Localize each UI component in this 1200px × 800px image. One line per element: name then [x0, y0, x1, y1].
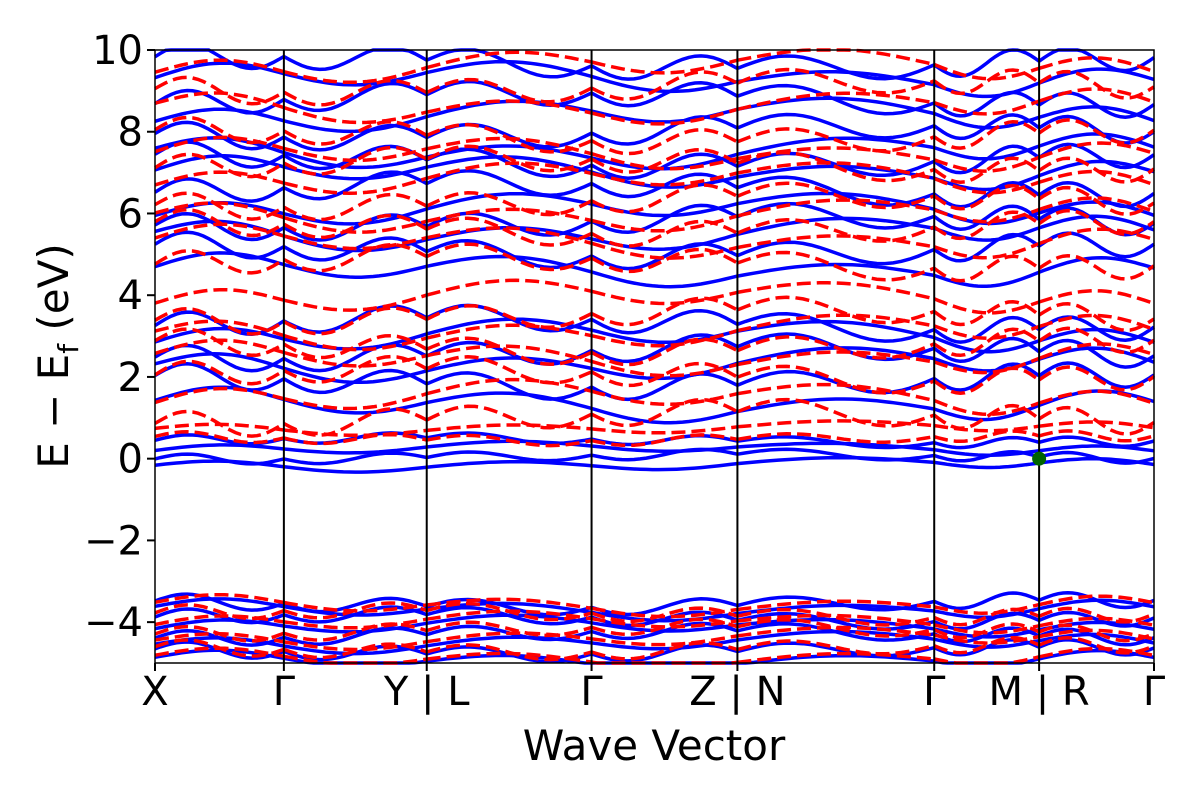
x-tick-label: Γ — [580, 669, 603, 715]
y-tick-label: −2 — [84, 518, 143, 564]
bands-blue-solid — [154, 48, 1155, 665]
band-line-red — [154, 242, 1155, 283]
band-line-red — [154, 397, 1155, 438]
y-tick-label: 8 — [118, 110, 143, 156]
band-line-red — [154, 48, 1155, 85]
kpoint-vertical-lines — [282, 50, 1041, 663]
band-line-blue — [154, 431, 1155, 450]
y-tick-label: 0 — [118, 437, 143, 483]
band-line-red — [154, 181, 1155, 222]
x-tick-label: X — [141, 669, 168, 715]
band-line-red — [154, 115, 1155, 156]
fermi-marker-group — [1032, 451, 1047, 466]
plot-frame — [154, 49, 1155, 664]
x-tick-label: Γ — [923, 669, 946, 715]
x-tick-label: Z | N — [689, 669, 785, 715]
y-axis-label-main: E − E — [29, 354, 78, 469]
x-tick-label: M | R — [989, 669, 1090, 715]
x-ticks: X Γ Y | L Γ Z | N Γ M | R Γ — [141, 663, 1166, 715]
band-line-red — [154, 161, 1155, 195]
y-tick-label: 2 — [118, 355, 143, 401]
y-tick-label: 4 — [118, 273, 143, 319]
x-tick-label: Γ — [273, 669, 296, 715]
y-axis-label-sub: f — [52, 343, 85, 354]
band-line-red — [154, 617, 1155, 643]
band-line-red — [154, 295, 1155, 336]
band-line-red — [154, 144, 1155, 184]
band-line-red — [154, 87, 1155, 126]
band-line-red — [154, 196, 1155, 234]
band-line-blue — [154, 597, 1155, 623]
band-line-red — [154, 278, 1155, 315]
band-line-red — [154, 326, 1155, 367]
y-tick-label: 10 — [92, 28, 143, 74]
y-ticks: −4 −2 0 2 4 6 8 10 — [84, 28, 155, 646]
band-line-blue — [154, 48, 1155, 81]
y-axis-label: E − Ef (eV) — [29, 243, 85, 469]
band-line-blue — [154, 447, 1155, 466]
band-line-blue — [154, 112, 1155, 152]
band-line-blue — [154, 590, 1155, 617]
fermi-point-marker — [1032, 451, 1047, 466]
band-line-red — [154, 354, 1155, 395]
y-tick-label: −4 — [84, 600, 143, 646]
band-line-red — [154, 207, 1155, 248]
band-line-red — [154, 429, 1155, 448]
band-line-blue — [154, 201, 1155, 242]
x-tick-label: Y | L — [383, 669, 470, 715]
bands-red-dashed — [154, 48, 1155, 665]
y-axis-label-unit: (eV) — [29, 243, 78, 344]
band-line-blue — [154, 79, 1155, 119]
band-line-red — [154, 593, 1155, 619]
y-tick-label: 6 — [118, 191, 143, 237]
band-line-red — [154, 377, 1155, 417]
x-axis-label: Wave Vector — [523, 721, 786, 770]
band-line-red — [154, 67, 1155, 107]
x-tick-label: Γ — [1143, 669, 1166, 715]
band-line-blue — [154, 455, 1155, 474]
